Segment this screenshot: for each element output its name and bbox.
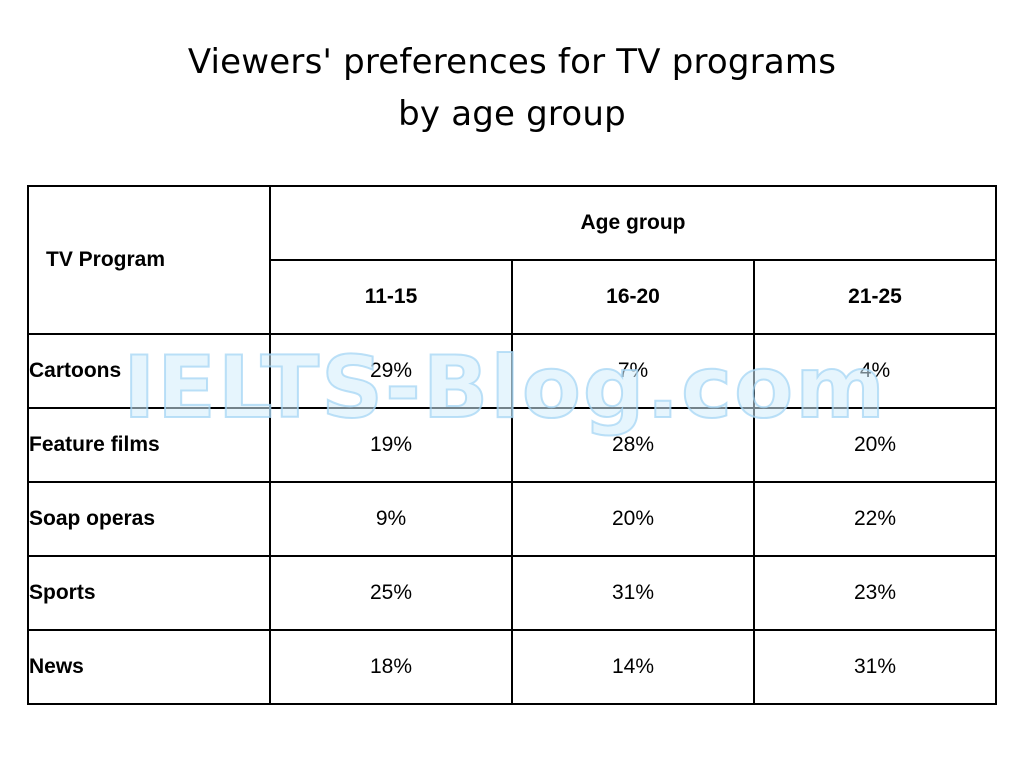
column-header: 21-25 (753, 259, 997, 335)
chart-title: Viewers' preferences for TV programs by … (0, 36, 1024, 140)
table-cell: 31% (511, 555, 755, 631)
table-cell: 20% (511, 481, 755, 557)
column-group-label: Age group (269, 185, 997, 261)
table-cell: 29% (269, 333, 513, 409)
table-row: Feature films 19% 28% 20% (27, 407, 997, 483)
row-label: Cartoons (27, 333, 271, 409)
table-cell: 9% (269, 481, 513, 557)
table-cell: 20% (753, 407, 997, 483)
row-label: News (27, 629, 271, 705)
table-cell: 18% (269, 629, 513, 705)
table-cell: 25% (269, 555, 513, 631)
table-row: News 18% 14% 31% (27, 629, 997, 705)
table-row: Sports 25% 31% 23% (27, 555, 997, 631)
table-cell: 4% (753, 333, 997, 409)
row-label: Sports (27, 555, 271, 631)
table-cell: 22% (753, 481, 997, 557)
table-cell: 28% (511, 407, 755, 483)
column-header: 11-15 (269, 259, 513, 335)
chart-title-line-2: by age group (398, 94, 626, 134)
table-cell: 19% (269, 407, 513, 483)
table-header-row-columns: 11-15 16-20 21-25 (28, 259, 997, 335)
table-header-row-group: TV Program Age group (27, 185, 997, 335)
row-header-label: TV Program (27, 185, 271, 335)
table-cell: 14% (511, 629, 755, 705)
table-cell: 31% (753, 629, 997, 705)
row-label: Feature films (27, 407, 271, 483)
table-cell: 7% (511, 333, 755, 409)
row-label: Soap operas (27, 481, 271, 557)
table-row: Soap operas 9% 20% 22% (27, 481, 997, 557)
table-row: Cartoons 29% 7% 4% (27, 333, 997, 409)
chart-title-line-1: Viewers' preferences for TV programs (187, 42, 837, 82)
data-table: TV Program Age group 11-15 16-20 21-25 C… (27, 185, 997, 705)
table-cell: 23% (753, 555, 997, 631)
column-header: 16-20 (511, 259, 755, 335)
